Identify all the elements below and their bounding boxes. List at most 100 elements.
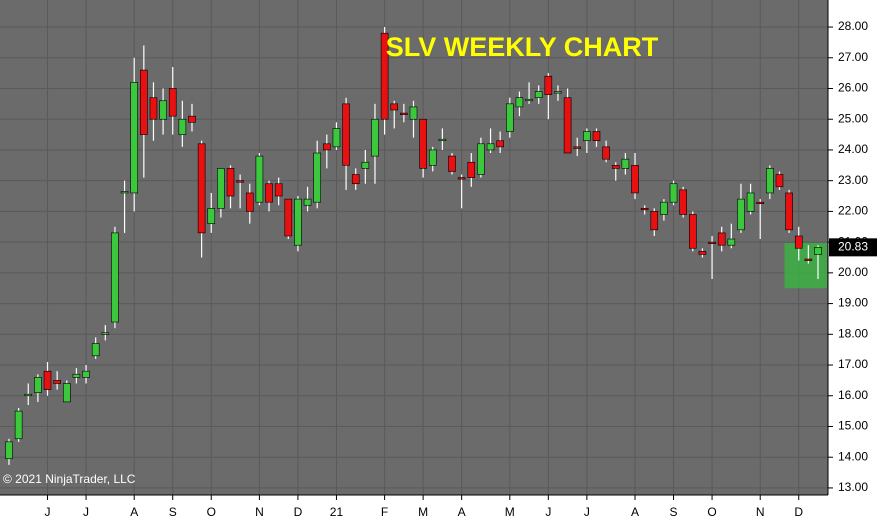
candle-body: [409, 106, 418, 120]
candle-body: [804, 258, 813, 261]
x-tick-label: J: [584, 505, 590, 519]
candle-body: [226, 168, 235, 197]
candle-body: [640, 208, 649, 211]
candle-body: [794, 235, 803, 249]
marks: [5, 27, 827, 465]
candle-body: [669, 183, 678, 203]
candle-body: [448, 155, 456, 172]
candle-body: [149, 97, 158, 120]
y-tick-label: 15.00: [838, 419, 868, 433]
candle-body: [207, 208, 216, 224]
candle-body: [34, 377, 42, 393]
candle-body: [737, 198, 745, 231]
candle-body: [592, 131, 601, 142]
candle-body: [342, 103, 350, 166]
candle-body: [708, 241, 716, 244]
candle-body: [785, 192, 793, 231]
candle-body: [486, 143, 495, 151]
candle-body: [688, 214, 697, 249]
candle-body: [698, 251, 707, 255]
plot-area: [0, 0, 828, 495]
x-tick-label: J: [545, 505, 551, 519]
x-tick-label: D: [794, 505, 803, 519]
candle-body: [255, 155, 264, 203]
y-tick-label: 28.00: [838, 19, 868, 33]
candle-body: [91, 343, 100, 357]
candle-body: [294, 198, 302, 246]
candle-body: [168, 88, 177, 117]
candle-body: [573, 146, 582, 149]
x-tick-label: M: [505, 505, 515, 519]
chart-title: SLV WEEKLY CHART: [386, 32, 659, 62]
candle-body: [390, 103, 399, 111]
candle-body: [332, 128, 341, 148]
x-tick-label: J: [45, 505, 51, 519]
candle-body: [265, 183, 273, 203]
candle-body: [477, 143, 485, 175]
y-tick-label: 24.00: [838, 142, 868, 156]
candle-body: [727, 238, 736, 246]
x-tick-label: A: [130, 505, 138, 519]
candle-body: [775, 174, 784, 188]
y-tick-label: 18.00: [838, 326, 868, 340]
candle-body: [611, 165, 620, 169]
candle-body: [650, 211, 659, 231]
last-price-label: 20.83: [838, 240, 868, 254]
y-tick-label: 17.00: [838, 357, 868, 371]
x-tick-label: D: [294, 505, 303, 519]
candle-body: [428, 149, 437, 166]
candle-body: [766, 168, 774, 194]
y-tick-label: 13.00: [838, 480, 868, 494]
last-price-box: [829, 238, 877, 257]
x-tick-label: O: [707, 505, 716, 519]
candle-body: [284, 198, 293, 237]
candle-body: [274, 183, 283, 197]
candle-body: [506, 103, 514, 132]
candle-body: [24, 393, 33, 397]
candle-body: [245, 192, 254, 212]
x-tick-label: S: [169, 505, 177, 519]
y-tick-label: 27.00: [838, 50, 868, 64]
candle-body: [62, 383, 71, 403]
candle-body: [313, 152, 321, 203]
candle-body: [72, 373, 81, 378]
candle-body: [457, 177, 466, 180]
candle-body: [525, 98, 533, 102]
candle-body: [717, 232, 726, 246]
candle-body: [101, 332, 110, 335]
candle-body: [467, 161, 476, 178]
x-tick-label: N: [255, 505, 264, 519]
credit: © 2021 NinjaTrader, LLC: [3, 472, 136, 486]
x-tick-label: A: [458, 505, 466, 519]
x-tick-label: J: [83, 505, 89, 519]
candle-body: [130, 82, 139, 194]
candle-body: [323, 143, 331, 151]
x-tick-label: S: [670, 505, 678, 519]
y-tick-label: 22.00: [838, 204, 868, 218]
y-tick-label: 20.00: [838, 265, 868, 279]
y-tick-label: 19.00: [838, 296, 868, 310]
candle-body: [82, 370, 90, 378]
candle-body: [159, 100, 167, 120]
y-tick-label: 16.00: [838, 388, 868, 402]
candle-body: [303, 198, 312, 206]
candle-body: [380, 32, 389, 120]
candle-body: [419, 118, 427, 169]
candle-body: [583, 131, 591, 142]
y-tick-label: 23.00: [838, 173, 868, 187]
candle-body: [400, 112, 408, 115]
y-tick-label: 25.00: [838, 111, 868, 125]
x-tick-label: N: [756, 505, 765, 519]
candle-body: [140, 69, 148, 135]
candle-body: [371, 118, 379, 157]
candle-body: [53, 380, 61, 384]
candle-body: [602, 146, 610, 160]
candle-body: [178, 118, 187, 135]
candle-body: [631, 165, 639, 194]
candle-body: [351, 174, 360, 185]
candle-body: [197, 143, 206, 234]
y-tick-label: 14.00: [838, 449, 868, 463]
candle-body: [111, 232, 119, 323]
candle-body: [217, 168, 225, 209]
